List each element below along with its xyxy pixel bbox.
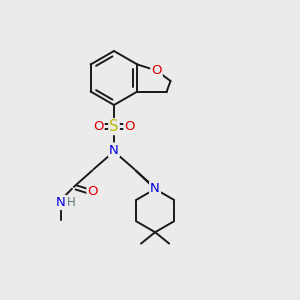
Text: H: H	[67, 196, 76, 209]
Text: N: N	[150, 182, 160, 196]
Text: O: O	[93, 120, 104, 133]
Text: O: O	[124, 120, 135, 133]
Text: O: O	[151, 64, 162, 77]
Text: N: N	[109, 143, 119, 157]
Text: N: N	[56, 196, 66, 209]
Text: O: O	[88, 185, 98, 198]
Text: S: S	[109, 119, 119, 134]
Text: N: N	[150, 182, 160, 196]
